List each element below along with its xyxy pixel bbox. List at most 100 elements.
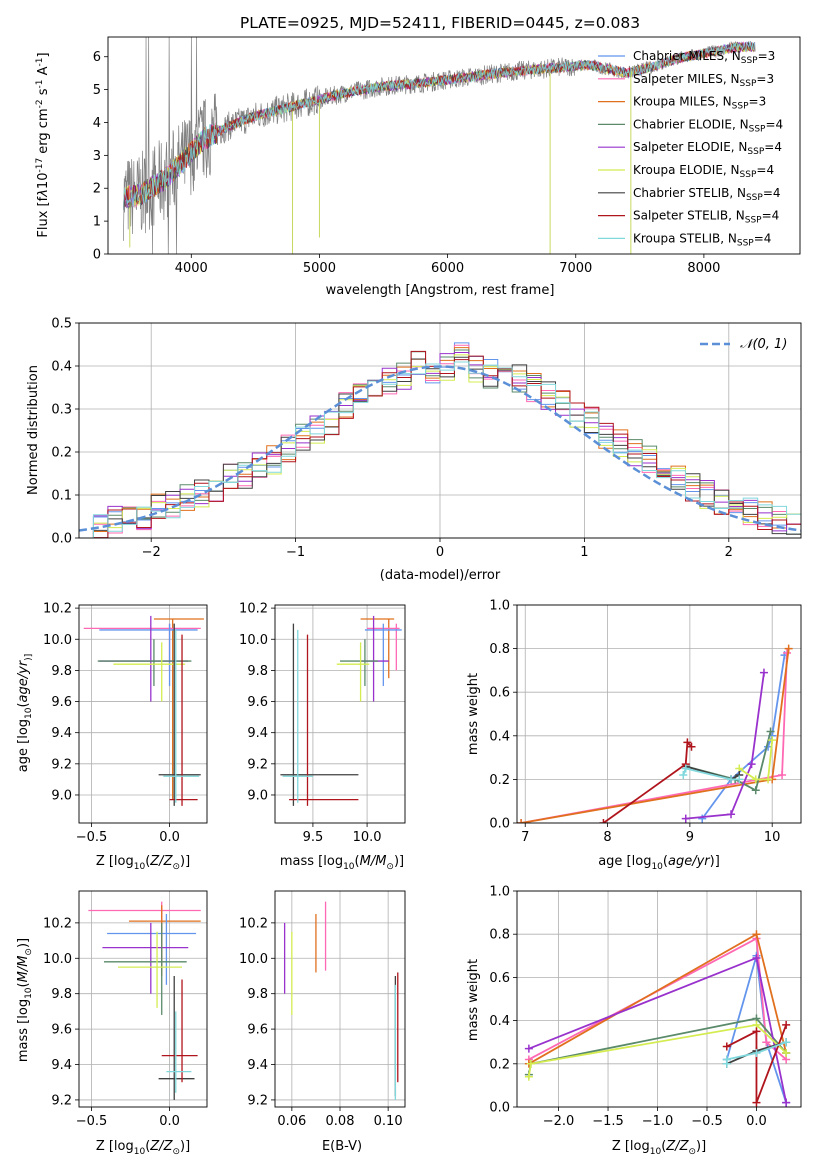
spectrum-ytick-label-1: 1 — [93, 215, 101, 230]
legend-sub: SSP — [740, 79, 757, 89]
spectrum-xtick-label-1: 5000 — [303, 261, 336, 276]
weight-age-series-5 — [738, 740, 774, 781]
mass-age-xlabel: mass [log10(M/M⊙)] — [280, 854, 404, 872]
mass-age-frame — [274, 604, 406, 824]
spectrum-legend-label-3: Chabrier ELODIE, NSSP=4 — [633, 117, 783, 134]
weight-z-xtick-label-3: −0.5 — [691, 1114, 723, 1129]
weight-z-xlabel-part: )] — [696, 1139, 706, 1154]
mass-age-xlabel-part: 10 — [343, 862, 355, 872]
weight-age-series-4 — [685, 672, 765, 820]
z-mass-ylabel-part: )] — [16, 938, 31, 948]
spectrum-ylabel-part: 10 — [36, 173, 51, 190]
spectrum-title: PLATE=0925, MJD=52411, FIBERID=0445, z=0… — [240, 14, 640, 32]
ebv-mass-ytick-label-3: 9.8 — [247, 987, 268, 1002]
legend-sub: SSP — [740, 170, 757, 180]
legend-sub: SSP — [741, 56, 758, 66]
weight-age-ytick-label-3: 0.6 — [489, 686, 510, 701]
spectrum-ylabel-part: erg cm — [36, 108, 51, 157]
z-mass-ytick-label-4: 10.0 — [43, 952, 72, 967]
ebv-mass-ytick-label-4: 10.0 — [239, 952, 268, 967]
residuals-xtick-label-2: 0 — [436, 545, 444, 560]
z-mass-ylabel: mass [log10(M/M⊙)] — [16, 938, 34, 1062]
weight-age-marker-5-2 — [764, 775, 773, 784]
weight-z-xtick-label-4: 0.0 — [746, 1114, 767, 1129]
weight-z-ytick-label-4: 0.8 — [489, 928, 510, 943]
spectrum-ylabel-part: -17 — [35, 158, 45, 173]
weight-age-ytick-label-0: 0.0 — [489, 817, 510, 832]
ebv-mass-axes — [271, 891, 405, 1111]
weight-age-marker-8-3 — [735, 775, 744, 784]
legend-suffix: =4 — [765, 117, 783, 131]
weight-z-marker-7-3 — [782, 1020, 791, 1029]
weight-z-xlabel-part: ( — [661, 1139, 666, 1154]
weight-z-marker-5-3 — [782, 1049, 791, 1057]
z-age-ylabel-part: )] — [24, 654, 34, 661]
weight-z-marker-4-2 — [782, 1098, 791, 1107]
weight-age-marker-4-3 — [759, 668, 768, 677]
legend-suffix: =3 — [758, 49, 776, 63]
weight-z-marker-1-2 — [762, 1038, 771, 1047]
weight-z-xlabel-part: ⊙ — [688, 1147, 696, 1157]
legend-suffix: =4 — [763, 186, 781, 200]
ebv-mass-xtick-label-0: 0.06 — [277, 1114, 306, 1129]
weight-z-series-5 — [527, 1023, 787, 1077]
legend-name: Chabrier MILES, N — [633, 49, 741, 63]
legend-name: Chabrier STELIB, N — [633, 186, 746, 200]
legend-suffix: =3 — [749, 95, 767, 109]
z-mass-axes — [75, 891, 207, 1111]
weight-z-frame — [516, 890, 802, 1108]
ebv-mass-xlabel: E(B-V) — [322, 1139, 362, 1154]
mass-age-ytick-label-4: 9.8 — [247, 664, 268, 679]
weight-age-marker-4-2 — [747, 760, 756, 769]
weight-z-xlabel: Z [log10(Z/Z⊙)] — [612, 1139, 706, 1157]
weight-z-marker-5-0 — [524, 1072, 533, 1081]
weight-age-xtick-label-3: 10 — [764, 830, 781, 845]
weight-age-ytick-label-5: 1.0 — [489, 599, 510, 614]
z-age-ylabel-part: ( — [16, 702, 31, 707]
z-age-xlabel-part: ⊙ — [172, 862, 180, 872]
z-mass-ytick-label-2: 9.6 — [51, 1023, 72, 1038]
z-age-ytick-label-1: 9.2 — [51, 757, 72, 772]
z-mass-ylabel-part: ⊙ — [24, 948, 34, 956]
weight-age-series-3 — [685, 731, 772, 792]
weight-age-frame — [516, 604, 802, 824]
weight-z-marker-8-2 — [752, 1049, 761, 1057]
weight-age-xlabel: age [log10(age/yr)] — [598, 854, 720, 872]
z-age-ytick-label-6: 10.2 — [43, 602, 72, 617]
weight-age-marker-2-0 — [517, 819, 526, 823]
weight-z-marker-8-1 — [722, 1055, 731, 1064]
spectrum-ylabel-part: λ — [36, 189, 51, 198]
weight-age-ytick-label-4: 0.8 — [489, 642, 510, 657]
spectrum-xtick-label-2: 6000 — [431, 261, 464, 276]
weight-z-marker-7-2 — [752, 1098, 761, 1107]
legend-name: Kroupa MILES, N — [633, 95, 732, 109]
weight-age-marker-2-2 — [784, 644, 793, 653]
weight-age-marker-8-0 — [679, 771, 688, 780]
ebv-mass-frame — [274, 890, 406, 1108]
weight-z-ytick-label-1: 0.2 — [489, 1057, 510, 1072]
z-mass-xlabel-part: Z/Z — [149, 1139, 173, 1154]
mass-age-xtick-label-1: 10.0 — [353, 830, 382, 845]
residuals-xtick-label-4: 2 — [725, 545, 733, 560]
residual-hist-4 — [79, 351, 801, 538]
weight-age-marker-8-2 — [727, 775, 736, 784]
spectrum-ytick-label-6: 6 — [93, 50, 101, 65]
z-age-ylabel-part: age/yr — [16, 659, 31, 702]
legend-sub: SSP — [749, 124, 766, 134]
z-mass-xlabel-part: 10 — [134, 1147, 146, 1157]
spectrum-legend-label-4: Salpeter ELODIE, NSSP=4 — [633, 140, 782, 157]
spectrum-legend-label-5: Kroupa ELODIE, NSSP=4 — [633, 163, 774, 180]
z-mass-ytick-label-0: 9.2 — [51, 1093, 72, 1108]
mass-age-xtick-label-0: 9.5 — [303, 830, 324, 845]
spectrum-legend-label-1: Salpeter MILES, NSSP=3 — [633, 72, 774, 89]
z-mass-frame — [78, 890, 208, 1108]
weight-z-xlabel-part: Z [log — [612, 1139, 650, 1154]
spectrum-legend-label-2: Kroupa MILES, NSSP=3 — [633, 95, 766, 112]
z-age-ylabel: age [log10(age/yr)] — [16, 654, 34, 772]
z-age-frame — [78, 604, 208, 824]
legend-name: Kroupa STELIB, N — [633, 231, 737, 245]
legend-sub: SSP — [747, 147, 764, 157]
spectrum-ylabel-part: Flux [f — [36, 196, 51, 237]
z-age-ytick-label-4: 9.8 — [51, 664, 72, 679]
mass-age-ytick-label-1: 9.2 — [247, 757, 268, 772]
